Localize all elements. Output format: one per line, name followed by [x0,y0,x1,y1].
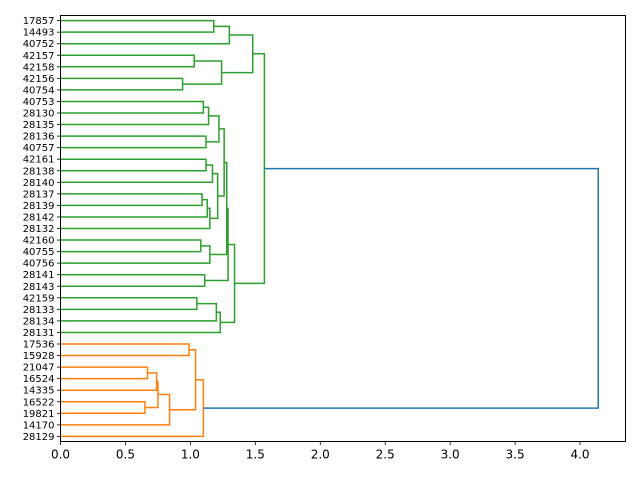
leaf-label: 28130 [23,109,55,120]
leaf-label: 14170 [23,420,55,431]
leaf-label: 42158 [23,62,55,73]
leaf-label: 40756 [23,259,55,270]
leaf-label: 16522 [23,397,55,408]
leaf-label: 42161 [23,155,55,166]
x-tick-label: 1.0 [181,448,200,462]
dendrogram-link [60,158,207,172]
x-tick-label: 2.5 [376,448,395,462]
leaf-label: 42156 [23,74,55,85]
x-tick-label: 2.0 [311,448,330,462]
dendrogram-link [182,60,223,85]
dendrogram-link [60,297,198,311]
x-tick-label: 4.0 [570,448,589,462]
leaf-label: 17536 [23,340,55,351]
leaf-label: 28132 [23,224,55,235]
leaf-label: 14493 [23,28,55,39]
leaf-label: 42159 [23,293,55,304]
x-tick-label: 1.5 [246,448,265,462]
x-tick-label: 0.5 [116,448,135,462]
leaf-label: 40755 [23,247,55,258]
x-axis: 0.0 0.5 1.0 1.5 2.0 2.5 3.0 3.5 4.0 [51,441,590,462]
leaf-label: 40757 [23,143,55,154]
dendrogram-link [60,401,146,415]
leaf-label: 40753 [23,97,55,108]
leaf-label: 28141 [23,270,55,281]
dendrogram-link [60,19,215,33]
leaf-label: 28143 [23,282,55,293]
dendrogram-link [60,302,218,322]
dendrogram-link [169,349,197,411]
dendrogram-link [203,167,599,409]
leaf-label: 42157 [23,51,55,62]
leaf-label: 28142 [23,212,55,223]
x-tick-label: 3.0 [441,448,460,462]
dendrogram-link [60,273,206,287]
leaf-label: 40754 [23,85,55,96]
dendrogram-link [60,135,207,149]
x-tick-label: 3.5 [506,448,525,462]
x-tick-label: 0.0 [51,448,70,462]
leaf-label: 28131 [23,328,55,339]
leaf-label: 28135 [23,120,55,131]
dendrogram-link [60,343,190,357]
leaf-label: 28139 [23,201,55,212]
leaf-label: 17857 [23,16,55,27]
leaf-label: 40752 [23,39,55,50]
leaf-label: 16524 [23,374,55,385]
dendrogram-link [60,198,209,218]
leaf-label: 28133 [23,305,55,316]
leaf-label: 15928 [23,351,55,362]
leaf-label: 28136 [23,132,55,143]
dendrogram-link [60,393,171,426]
leaf-label: 14335 [23,386,55,397]
leaf-label: 28140 [23,178,55,189]
dendrogram-links [60,19,599,438]
leaf-label: 42160 [23,236,55,247]
leaf-label: 28137 [23,189,55,200]
leaf-label: 28138 [23,166,55,177]
leaf-label: 19821 [23,409,55,420]
leaf-label: 28134 [23,316,55,327]
leaf-label: 21047 [23,363,55,374]
leaf-labels: 1785714493407524215742158421564075440753… [23,16,61,443]
leaf-label: 28129 [23,432,55,443]
dendrogram-link [217,128,225,197]
